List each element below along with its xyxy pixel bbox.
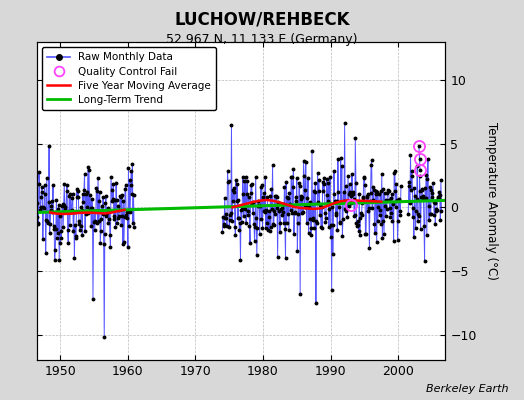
- Text: 52.967 N, 11.133 E (Germany): 52.967 N, 11.133 E (Germany): [166, 33, 358, 46]
- Legend: Raw Monthly Data, Quality Control Fail, Five Year Moving Average, Long-Term Tren: Raw Monthly Data, Quality Control Fail, …: [42, 47, 216, 110]
- Text: LUCHOW/REHBECK: LUCHOW/REHBECK: [174, 10, 350, 28]
- Y-axis label: Temperature Anomaly (°C): Temperature Anomaly (°C): [485, 122, 498, 280]
- Text: Berkeley Earth: Berkeley Earth: [426, 384, 508, 394]
